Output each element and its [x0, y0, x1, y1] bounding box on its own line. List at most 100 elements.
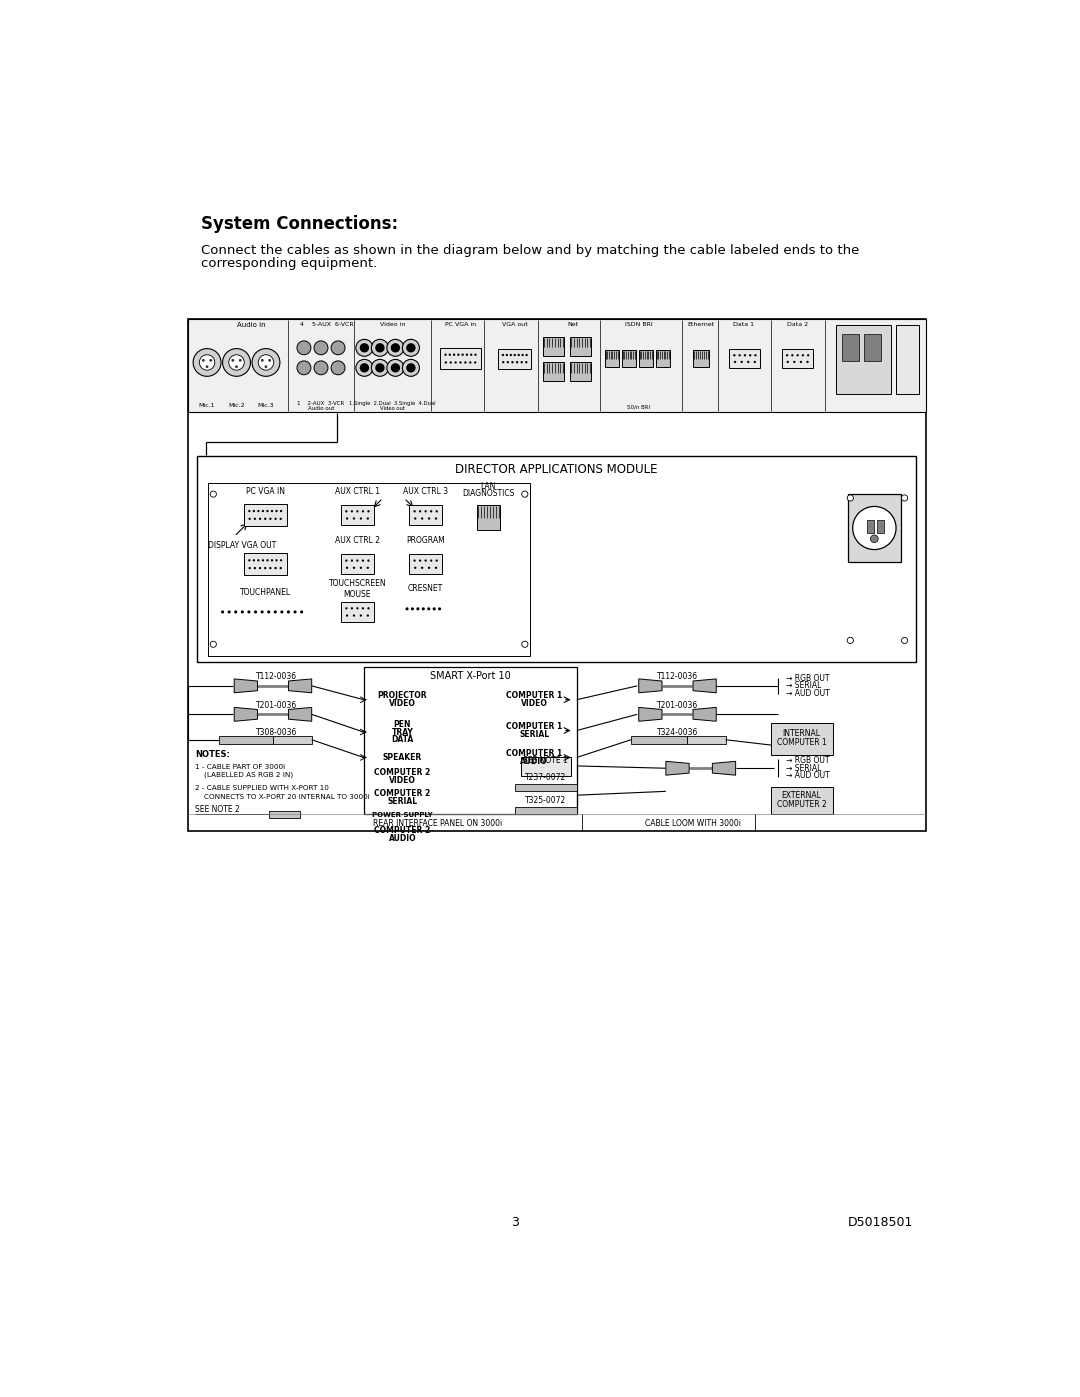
Text: → SERIAL: → SERIAL [786, 764, 822, 773]
Circle shape [516, 360, 518, 363]
Bar [476, 504, 500, 529]
Bar [836, 324, 891, 394]
Circle shape [372, 339, 389, 356]
Text: Data 1: Data 1 [733, 323, 754, 327]
Bar [687, 736, 726, 743]
Circle shape [254, 567, 256, 569]
Circle shape [444, 353, 447, 356]
Circle shape [375, 344, 384, 352]
Circle shape [424, 559, 427, 562]
Circle shape [507, 360, 509, 363]
Bar [570, 362, 592, 381]
Circle shape [786, 353, 788, 356]
Text: T324-0036: T324-0036 [657, 728, 698, 736]
Text: AUX CTRL 1: AUX CTRL 1 [335, 488, 380, 496]
Text: Video in: Video in [379, 323, 405, 327]
Bar [896, 324, 919, 394]
Text: AUDIO: AUDIO [521, 757, 548, 766]
Circle shape [332, 360, 345, 374]
Text: SERIAL: SERIAL [388, 796, 418, 806]
Bar [867, 520, 874, 532]
Circle shape [421, 517, 423, 520]
Circle shape [274, 518, 276, 520]
Circle shape [474, 362, 476, 363]
Circle shape [271, 559, 273, 562]
Circle shape [792, 353, 794, 356]
Circle shape [346, 615, 348, 616]
Circle shape [280, 510, 282, 513]
Circle shape [419, 510, 421, 513]
Circle shape [280, 518, 282, 520]
Text: PC VGA in: PC VGA in [445, 323, 476, 327]
Circle shape [800, 360, 802, 363]
Circle shape [314, 341, 328, 355]
Circle shape [362, 559, 364, 562]
Circle shape [435, 559, 437, 562]
Circle shape [247, 610, 251, 613]
Text: 4    5-AUX  6-VCR: 4 5-AUX 6-VCR [299, 323, 353, 327]
Circle shape [455, 362, 457, 363]
Polygon shape [713, 761, 735, 775]
Circle shape [435, 517, 437, 520]
Circle shape [248, 518, 251, 520]
Circle shape [405, 608, 408, 610]
Circle shape [273, 610, 276, 613]
Circle shape [269, 518, 271, 520]
Bar [542, 362, 565, 381]
Circle shape [356, 339, 373, 356]
Text: 1 - CABLE PART OF 3000i: 1 - CABLE PART OF 3000i [195, 764, 285, 770]
Circle shape [205, 365, 208, 367]
Polygon shape [234, 707, 257, 721]
Circle shape [428, 608, 430, 610]
Circle shape [367, 510, 369, 513]
Circle shape [435, 510, 437, 513]
Bar [631, 736, 687, 743]
Circle shape [502, 360, 504, 363]
Text: AUDIO: AUDIO [389, 834, 416, 842]
Circle shape [403, 359, 419, 376]
Polygon shape [234, 679, 257, 693]
Circle shape [367, 608, 369, 609]
Circle shape [366, 615, 369, 616]
Circle shape [430, 510, 432, 513]
Circle shape [228, 610, 231, 613]
Circle shape [847, 637, 853, 644]
Circle shape [356, 559, 359, 562]
Circle shape [259, 567, 261, 569]
Circle shape [248, 567, 251, 569]
Circle shape [281, 610, 283, 613]
Circle shape [267, 610, 270, 613]
Circle shape [410, 608, 414, 610]
Bar [605, 351, 619, 367]
Circle shape [356, 359, 373, 376]
Text: COMPUTER 2: COMPUTER 2 [375, 789, 431, 798]
Circle shape [786, 360, 788, 363]
Polygon shape [666, 761, 689, 775]
Circle shape [375, 363, 384, 373]
Text: T308-0036: T308-0036 [256, 728, 297, 736]
Circle shape [372, 359, 389, 376]
Text: SERIAL: SERIAL [519, 729, 550, 739]
Bar [499, 349, 531, 369]
Circle shape [254, 518, 256, 520]
Bar [269, 810, 300, 819]
Bar [864, 334, 880, 360]
Circle shape [391, 363, 400, 373]
Circle shape [297, 360, 311, 374]
Text: System Connections:: System Connections: [201, 215, 399, 233]
Circle shape [287, 610, 291, 613]
Text: DIAGNOSTICS: DIAGNOSTICS [462, 489, 514, 497]
Circle shape [470, 353, 472, 356]
Circle shape [448, 353, 451, 356]
Circle shape [754, 360, 756, 363]
Text: → AUD OUT: → AUD OUT [786, 771, 829, 781]
Circle shape [274, 567, 276, 569]
Text: PEN: PEN [393, 719, 411, 729]
Polygon shape [693, 707, 716, 721]
Circle shape [268, 359, 271, 362]
Circle shape [271, 510, 273, 513]
Circle shape [264, 518, 267, 520]
Text: Net: Net [567, 323, 579, 327]
Bar [273, 736, 312, 743]
Bar [848, 495, 901, 562]
